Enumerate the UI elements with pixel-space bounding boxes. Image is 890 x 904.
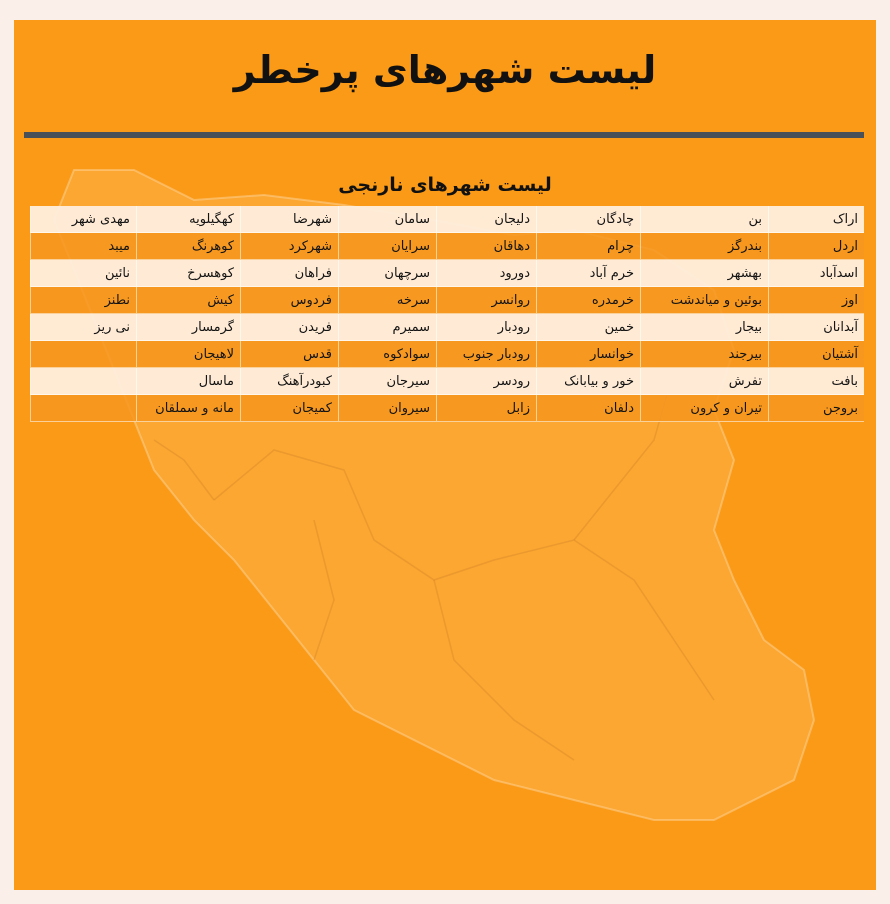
page-title: لیست شهرهای پرخطر [233,48,658,92]
table-title: لیست شهرهای نارنجی [338,174,552,196]
city-cell: سامان [338,206,436,233]
city-cell: شهرکرد [240,233,338,260]
city-cell: نطنز [30,287,136,314]
city-cell: کهگیلویه [136,206,240,233]
table-row: آشتیان بیرجند خوانسار رودبار جنوب سوادکوه قدس… [30,341,864,368]
city-cell: بن [640,206,768,233]
table-row: اوز بوئین و میاندشت خرمدره روانسر سرخه فردوس ک… [30,287,864,314]
city-cell: آبدانان [768,314,864,341]
map-border-line [433,579,575,761]
city-cell: مهدی شهر [30,206,136,233]
city-cell: سرچهان [338,260,436,287]
city-cell: رودبار جنوب [436,341,536,368]
city-cell: تفرش [640,368,768,395]
city-cell [30,395,136,422]
city-cell: ماسال [136,368,240,395]
table-row: بافت تفرش خور و بیابانک رودسر سیرجان کبودرآهن… [30,368,864,395]
city-cell: اراک [768,206,864,233]
city-table: اراک بن چادگان دلیجان سامان شهرضا کهگیلویه مهدی… [30,206,864,422]
city-cell: قدس [240,341,338,368]
city-cell: آشتیان [768,341,864,368]
city-cell: سیروان [338,395,436,422]
city-cell: دهاقان [436,233,536,260]
city-cell: کبودرآهنگ [240,368,338,395]
city-cell: کمیجان [240,395,338,422]
city-cell: بروجن [768,395,864,422]
city-cell: اوز [768,287,864,314]
map-border-line [313,519,335,661]
city-cell: کوهرنگ [136,233,240,260]
city-cell: میبد [30,233,136,260]
city-cell: کیش [136,287,240,314]
city-cell: سرایان [338,233,436,260]
city-cell: دورود [436,260,536,287]
city-cell: سیرجان [338,368,436,395]
city-cell: تیران و کرون [640,395,768,422]
map-border-line [493,539,715,701]
city-cell: خمین [536,314,640,341]
city-cell: فردوس [240,287,338,314]
table-row: آبدانان بیجار خمین رودبار سمیرم فریدن گرمسار نی… [30,314,864,341]
city-cell: گرمسار [136,314,240,341]
city-cell: کوهسرخ [136,260,240,287]
city-cell: چادگان [536,206,640,233]
city-cell: بوئین و میاندشت [640,287,768,314]
city-cell [30,368,136,395]
city-cell: سمیرم [338,314,436,341]
table-row: اردل بندرگز چرام دهاقان سرایان شهرکرد کوهرنگ می… [30,233,864,260]
city-cell: سوادکوه [338,341,436,368]
city-cell: رودبار [436,314,536,341]
city-cell: خوانسار [536,341,640,368]
city-cell: بیجار [640,314,768,341]
city-cell: بهشهر [640,260,768,287]
title-divider [24,132,864,138]
city-cell: شهرضا [240,206,338,233]
city-cell: بیرجند [640,341,768,368]
table-row: اسدآباد بهشهر خرم آباد دورود سرچهان فراهان کوه… [30,260,864,287]
city-cell: خرم آباد [536,260,640,287]
iran-map-background [52,169,816,821]
city-cell: بافت [768,368,864,395]
city-cell: زابل [436,395,536,422]
city-cell: رودسر [436,368,536,395]
map-border-line [213,449,495,581]
city-cell: اردل [768,233,864,260]
city-cell: بندرگز [640,233,768,260]
map-border-line [153,439,215,501]
poster-card: لیست شهرهای پرخطر لیست شهرهای نارنجی ارا… [14,20,876,890]
city-cell: فراهان [240,260,338,287]
city-cell: دلیجان [436,206,536,233]
city-cell: خور و بیابانک [536,368,640,395]
city-cell [30,341,136,368]
city-cell: اسدآباد [768,260,864,287]
city-cell: روانسر [436,287,536,314]
city-cell: مانه و سملقان [136,395,240,422]
table-row: اراک بن چادگان دلیجان سامان شهرضا کهگیلویه مهدی… [30,206,864,233]
table-row: بروجن تیران و کرون دلفان زابل سیروان کمیجان ما… [30,395,864,422]
city-cell: نائین [30,260,136,287]
city-cell: دلفان [536,395,640,422]
city-cell: چرام [536,233,640,260]
city-cell: فریدن [240,314,338,341]
city-cell: نی ریز [30,314,136,341]
city-cell: لاهیجان [136,341,240,368]
city-cell: سرخه [338,287,436,314]
city-cell: خرمدره [536,287,640,314]
